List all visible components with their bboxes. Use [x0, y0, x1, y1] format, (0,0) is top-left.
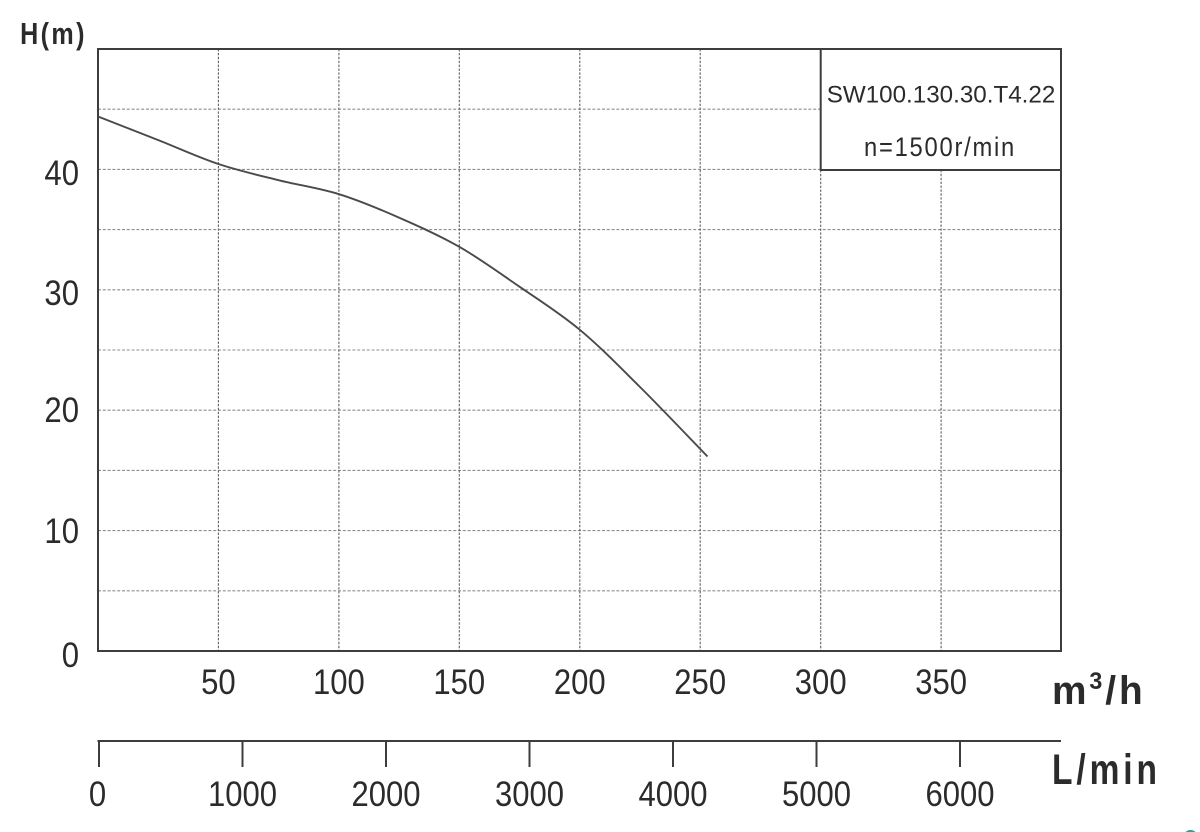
svg-text:6000: 6000 — [926, 775, 995, 814]
svg-text:10: 10 — [44, 512, 79, 551]
svg-text:H(m): H(m) — [20, 15, 87, 50]
svg-text:40: 40 — [44, 154, 79, 193]
svg-text:50: 50 — [201, 663, 236, 702]
svg-text:m3/h: m3/h — [1052, 668, 1146, 713]
svg-text:30: 30 — [44, 274, 79, 313]
svg-text:SW100.130.30.T4.22: SW100.130.30.T4.22 — [827, 82, 1056, 109]
svg-text:250: 250 — [674, 663, 726, 702]
svg-text:1000: 1000 — [208, 775, 277, 814]
svg-text:2000: 2000 — [352, 775, 421, 814]
svg-text:0: 0 — [89, 775, 106, 814]
svg-text:n=1500r/min: n=1500r/min — [864, 133, 1016, 163]
svg-text:200: 200 — [554, 663, 606, 702]
svg-text:150: 150 — [433, 663, 485, 702]
svg-text:20: 20 — [44, 391, 79, 430]
svg-text:4000: 4000 — [639, 775, 708, 814]
svg-text:300: 300 — [795, 663, 847, 702]
svg-text:3000: 3000 — [495, 775, 564, 814]
svg-text:0: 0 — [62, 636, 79, 675]
svg-text:5000: 5000 — [782, 775, 851, 814]
svg-text:350: 350 — [915, 663, 967, 702]
svg-text:L/min: L/min — [1052, 746, 1161, 794]
svg-text:100: 100 — [313, 663, 365, 702]
